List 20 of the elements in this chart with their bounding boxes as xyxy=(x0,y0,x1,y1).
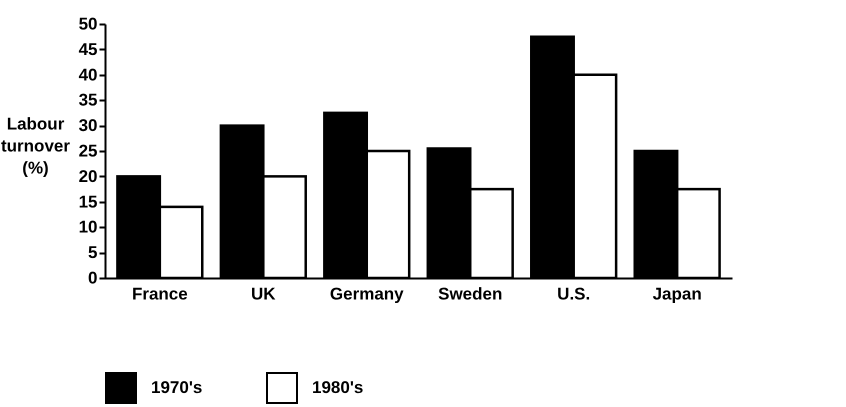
y-tick-label: 15 xyxy=(78,192,98,212)
y-tick-label: 35 xyxy=(78,90,98,110)
y-tick-label: 0 xyxy=(88,268,98,288)
legend-label: 1980's xyxy=(312,378,364,397)
x-tick-label: UK xyxy=(251,284,276,304)
y-tick-label: 30 xyxy=(78,116,98,136)
y-tick-label: 5 xyxy=(88,243,98,262)
x-tick-label: Sweden xyxy=(438,284,502,304)
x-tick-label: Japan xyxy=(652,284,702,304)
x-tick-label: Germany xyxy=(330,284,404,304)
y-tick-label: 20 xyxy=(78,166,98,186)
y-tick-label: 25 xyxy=(78,142,98,160)
y-tick-label: 40 xyxy=(78,65,98,84)
x-tick-label: France xyxy=(132,284,188,304)
y-tick-label: 50 xyxy=(78,14,98,34)
x-tick-label: U.S. xyxy=(557,284,590,304)
y-tick-label: 45 xyxy=(78,40,98,59)
legend-label: 1970's xyxy=(151,378,202,397)
y-tick-label: 10 xyxy=(78,218,98,237)
y-axis-title: Labour turnover (%) xyxy=(1,114,70,178)
